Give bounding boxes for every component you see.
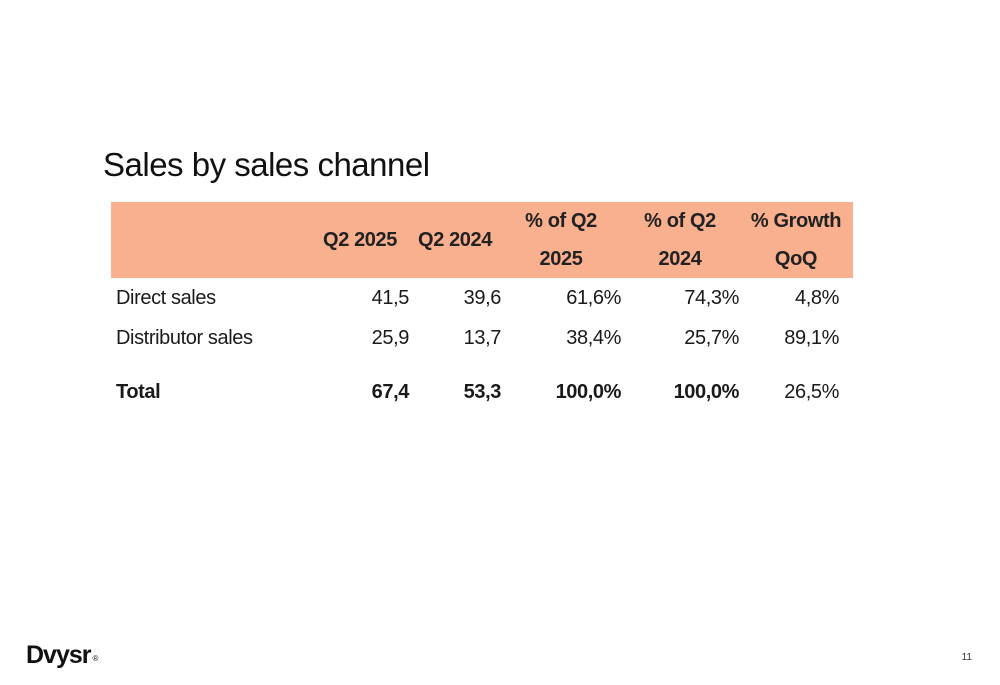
header-pct-q2-2024-line1: % of Q2 (621, 202, 739, 240)
total-growth: 26,5% (784, 380, 839, 403)
total-pct-q2-2025: 100,0% (555, 380, 622, 403)
sales-by-channel-table: Q2 2025 Q2 2024 % of Q2 % of Q2 % Growth… (111, 202, 853, 412)
total-pct-q2-2024: 100,0% (673, 380, 740, 403)
header-q2-2024: Q2 2024 (409, 202, 501, 278)
cell-q2-2025: 41,5 (371, 286, 410, 309)
spacer-cell (111, 358, 853, 372)
cell-q2-2024: 13,7 (463, 326, 502, 349)
page-title: Sales by sales channel (103, 146, 430, 183)
total-q2-2024: 53,3 (463, 380, 502, 403)
table-header-row-1: Q2 2025 Q2 2024 % of Q2 % of Q2 % Growth (111, 202, 853, 278)
cell-pct-q2-2025: 61,6% (566, 286, 621, 309)
header-pct-q2-2025-line1: % of Q2 (501, 202, 621, 240)
cell-pct-q2-2024: 25,7% (684, 326, 739, 349)
cell-pct-q2-2024: 74,3% (684, 286, 739, 309)
page-number: 11 (961, 652, 972, 663)
table-header: Q2 2025 Q2 2024 % of Q2 % of Q2 % Growth… (111, 202, 853, 278)
cell-q2-2024: 39,6 (463, 286, 502, 309)
header-growth-line1: % Growth (739, 202, 853, 240)
cell-growth: 4,8% (795, 286, 839, 309)
header-label-cell (111, 202, 311, 278)
registered-mark-icon: ® (92, 654, 99, 663)
cell-growth: 89,1% (784, 326, 839, 349)
logo-text: Dvysr (26, 641, 91, 669)
row-label: Direct sales (116, 286, 216, 309)
header-q2-2025: Q2 2025 (311, 202, 409, 278)
total-label: Total (116, 380, 161, 403)
cell-q2-2025: 25,9 (371, 326, 410, 349)
table-header-row-2: 2025 2024 QoQ (111, 240, 853, 278)
company-logo: Dvysr ® (26, 641, 99, 670)
table-total-row: Total 67,4 53,3 100,0% 100,0% 26,5% (111, 372, 853, 412)
total-q2-2025: 67,4 (371, 380, 410, 403)
header-pct-q2-2025-line2: 2025 (501, 240, 621, 278)
row-label: Distributor sales (116, 326, 253, 349)
table-row: Direct sales 41,5 39,6 61,6% 74,3% 4,8% (111, 278, 853, 318)
cell-pct-q2-2025: 38,4% (566, 326, 621, 349)
table-row: Distributor sales 25,9 13,7 38,4% 25,7% … (111, 318, 853, 358)
header-growth-line2: QoQ (739, 240, 853, 278)
table-spacer-row (111, 358, 853, 372)
header-pct-q2-2024-line2: 2024 (621, 240, 739, 278)
